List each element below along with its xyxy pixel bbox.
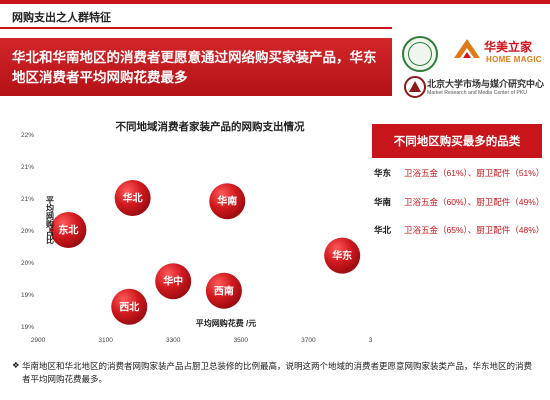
y-tick-label: 20% (21, 260, 34, 267)
x-tick-label: 2900 (31, 337, 46, 344)
pku-logo-cn: 北京大学市场与媒介研究中心 (427, 79, 545, 89)
bubble-label: 华南 (217, 195, 237, 208)
y-tick-label: 21% (21, 164, 34, 171)
panel-row-goods: 卫浴五金（61%）、厨卫配件（51%） (404, 168, 545, 178)
bubble-point: 华东 (324, 237, 361, 274)
y-tick-label: 19% (21, 324, 34, 331)
bubble-label: 华东 (332, 249, 352, 262)
headline-banner: 华北和华南地区的消费者更愿意通过网络购买家装产品，华东地区消费者平均网购花费最多 (0, 38, 392, 96)
bubble-point: 华中 (155, 263, 192, 300)
x-tick-label: 3700 (301, 337, 316, 344)
bubble-point: 华北 (114, 180, 151, 216)
panel-row-goods: 卫浴五金（65%）、厨卫配件（48%） (404, 225, 545, 235)
chart-title: 不同地域消费者家装产品的网购支出情况 (116, 120, 305, 133)
bubble-point: 西北 (111, 288, 148, 325)
bubble-label: 东北 (58, 224, 78, 237)
title-underline-rule (0, 27, 392, 29)
bubble-marker (209, 183, 246, 220)
y-tick-label: 22% (21, 132, 34, 139)
bubble-label: 西北 (119, 300, 139, 313)
bubble-marker (50, 212, 87, 248)
y-tick-label: 20% (21, 228, 34, 235)
panel-row: 华北 卫浴五金（65%）、厨卫配件（48%） (374, 223, 546, 237)
bubble-chart: 不同地域消费者家装产品的网购支出情况 19% 19% 20% 20% 21% 21% 22%… (0, 108, 384, 348)
panel-row-goods: 卫浴五金（60%）、厨卫配件（49%） (404, 197, 545, 207)
bubble-point: 东北 (50, 212, 87, 248)
bubble-label: 华北 (123, 192, 143, 205)
panel-row-region: 华东 (374, 168, 392, 178)
y-tick-label: 19% (21, 292, 34, 299)
pku-logo-mark (404, 76, 426, 98)
bubble-marker (324, 237, 361, 274)
bubble-point: 西南 (205, 272, 242, 309)
home-magic-logo-en: HOME MAGIC (486, 55, 542, 64)
bubble-label: 西南 (214, 284, 234, 297)
y-tick-label: 21% (21, 196, 34, 203)
bubble-point: 华南 (209, 183, 246, 220)
bubble-marker (205, 272, 242, 309)
top-accent-rule (0, 0, 550, 4)
bubble-marker (111, 288, 148, 325)
panel-row-region: 华北 (374, 225, 392, 235)
panel-row: 华东 卫浴五金（61%）、厨卫配件（51%） (374, 166, 546, 180)
panel-row: 华南 卫浴五金（60%）、厨卫配件（49%） (374, 195, 546, 209)
y-axis-label: 平均网购占比 (46, 196, 55, 245)
panel-row-region: 华南 (374, 197, 392, 207)
x-axis-label: 平均网购花费 /元 (196, 318, 256, 328)
home-magic-logo-cn: 华美立家 (484, 40, 533, 54)
panel-title: 不同地区购买最多的品类 (372, 124, 542, 158)
x-tick-label: 3900 (369, 337, 372, 344)
bubble-marker (114, 180, 151, 216)
pku-logo-en: Market Research and Media Center of PKU (427, 90, 528, 96)
x-tick-label: 3500 (234, 337, 249, 344)
footnote-text: 华南地区和华北地区的消费者网购家装产品占厨卫总装修的比例最高，说明这两个地域的消… (22, 361, 533, 384)
x-tick-label: 3300 (166, 337, 181, 344)
x-tick-label: 3100 (98, 337, 113, 344)
bubble-marker (155, 263, 192, 300)
bubble-label: 华中 (163, 275, 183, 288)
seal-logo (402, 36, 438, 72)
home-magic-logo-mark (454, 39, 480, 58)
section-title: 网购支出之人群特征 (12, 12, 111, 24)
bullet-diamond-icon: ❖ (12, 360, 20, 370)
bubble-chart-svg: 不同地域消费者家装产品的网购支出情况 19% 19% 20% 20% 21% 21% 22%… (21, 120, 384, 344)
